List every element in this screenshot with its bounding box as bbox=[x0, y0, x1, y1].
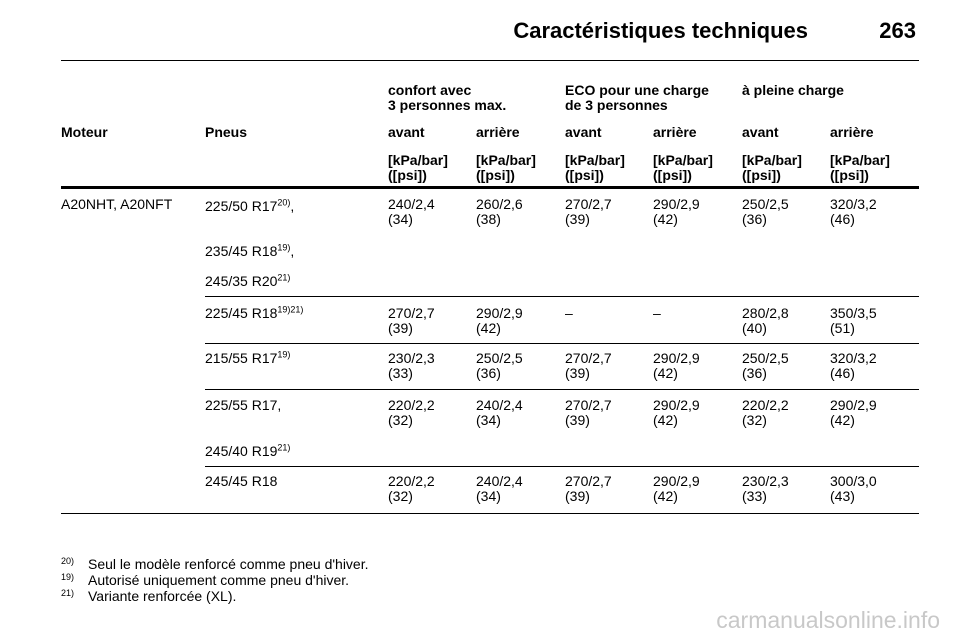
unit-header: [kPa/bar] ([psi]) bbox=[653, 152, 713, 183]
row-divider bbox=[205, 466, 919, 467]
table-bottom-rule bbox=[61, 513, 919, 514]
pressure-cell: 320/3,2 (46) bbox=[830, 196, 877, 227]
pressure-cell: 240/2,4 (34) bbox=[476, 473, 523, 504]
pressure-cell: 220/2,2 (32) bbox=[742, 397, 789, 428]
pressure-cell: 240/2,4 (34) bbox=[476, 397, 523, 428]
pressure-cell: 300/3,0 (43) bbox=[830, 473, 877, 504]
pressure-cell: 260/2,6 (38) bbox=[476, 196, 523, 227]
table-header-rule bbox=[61, 186, 919, 189]
group-header-confort: confort avec 3 personnes max. bbox=[388, 82, 507, 113]
pressure-cell: – bbox=[565, 305, 573, 321]
pressure-cell: 270/2,7 (39) bbox=[565, 196, 612, 227]
column-header-avant-2: avant bbox=[565, 124, 602, 140]
pressure-cell: – bbox=[653, 305, 661, 321]
group-header-eco: ECO pour une charge de 3 personnes bbox=[565, 82, 709, 113]
tyre-size: 215/55 R1719) bbox=[205, 349, 291, 366]
tyre-size: 245/45 R18 bbox=[205, 473, 278, 489]
pressure-cell: 230/2,3 (33) bbox=[388, 350, 435, 381]
pressure-cell: 320/3,2 (46) bbox=[830, 350, 877, 381]
pressure-cell: 270/2,7 (39) bbox=[388, 305, 435, 336]
pressure-cell: 290/2,9 (42) bbox=[653, 397, 700, 428]
column-header-arriere-1: arrière bbox=[476, 124, 520, 140]
pressure-cell: 280/2,8 (40) bbox=[742, 305, 789, 336]
pressure-cell: 230/2,3 (33) bbox=[742, 473, 789, 504]
pressure-cell: 290/2,9 (42) bbox=[653, 196, 700, 227]
pressure-cell: 240/2,4 (34) bbox=[388, 196, 435, 227]
pressure-cell: 220/2,2 (32) bbox=[388, 473, 435, 504]
footnote: 20) Seul le modèle renforcé comme pneu d'… bbox=[61, 556, 369, 572]
unit-header: [kPa/bar] ([psi]) bbox=[388, 152, 448, 183]
pressure-cell: 270/2,7 (39) bbox=[565, 473, 612, 504]
pressure-cell: 290/2,9 (42) bbox=[476, 305, 523, 336]
column-header-avant-3: avant bbox=[742, 124, 779, 140]
page-number: 263 bbox=[879, 18, 916, 43]
pressure-cell: 290/2,9 (42) bbox=[653, 473, 700, 504]
pressure-cell: 270/2,7 (39) bbox=[565, 397, 612, 428]
unit-header: [kPa/bar] ([psi]) bbox=[830, 152, 890, 183]
tyre-size: 245/40 R1921) bbox=[205, 442, 291, 459]
tyre-size: 225/45 R1819)21) bbox=[205, 304, 304, 321]
row-divider bbox=[205, 296, 919, 297]
column-header-avant-1: avant bbox=[388, 124, 425, 140]
unit-header: [kPa/bar] ([psi]) bbox=[565, 152, 625, 183]
pressure-cell: 250/2,5 (36) bbox=[742, 196, 789, 227]
group-header-pleine: à pleine charge bbox=[742, 82, 844, 98]
pressure-cell: 290/2,9 (42) bbox=[653, 350, 700, 381]
page-title: Caractéristiques techniques bbox=[513, 18, 808, 43]
tyre-size: 235/45 R1819), bbox=[205, 242, 295, 259]
footnote: 21) Variante renforcée (XL). bbox=[61, 588, 237, 604]
column-header-arriere-3: arrière bbox=[830, 124, 874, 140]
column-header-arriere-2: arrière bbox=[653, 124, 697, 140]
pressure-cell: 250/2,5 (36) bbox=[742, 350, 789, 381]
tyre-size: 225/55 R17, bbox=[205, 397, 282, 413]
pressure-cell: 220/2,2 (32) bbox=[388, 397, 435, 428]
pressure-cell: 350/3,5 (51) bbox=[830, 305, 877, 336]
column-header-pneus: Pneus bbox=[205, 124, 248, 140]
row-divider bbox=[205, 389, 919, 390]
unit-header: [kPa/bar] ([psi]) bbox=[742, 152, 802, 183]
unit-header: [kPa/bar] ([psi]) bbox=[476, 152, 536, 183]
tyre-size: 245/35 R2021) bbox=[205, 272, 291, 289]
header-rule bbox=[61, 60, 919, 61]
pressure-cell: 290/2,9 (42) bbox=[830, 397, 877, 428]
pressure-cell: 270/2,7 (39) bbox=[565, 350, 612, 381]
watermark: carmanualsonline.info bbox=[716, 607, 940, 633]
pressure-cell: 250/2,5 (36) bbox=[476, 350, 523, 381]
moteur-cell: A20NHT, A20NFT bbox=[61, 196, 173, 212]
footnote: 19) Autorisé uniquement comme pneu d'hive… bbox=[61, 572, 350, 588]
column-header-moteur: Moteur bbox=[61, 124, 108, 140]
row-divider bbox=[205, 343, 919, 344]
tyre-size: 225/50 R1720), bbox=[205, 197, 295, 214]
